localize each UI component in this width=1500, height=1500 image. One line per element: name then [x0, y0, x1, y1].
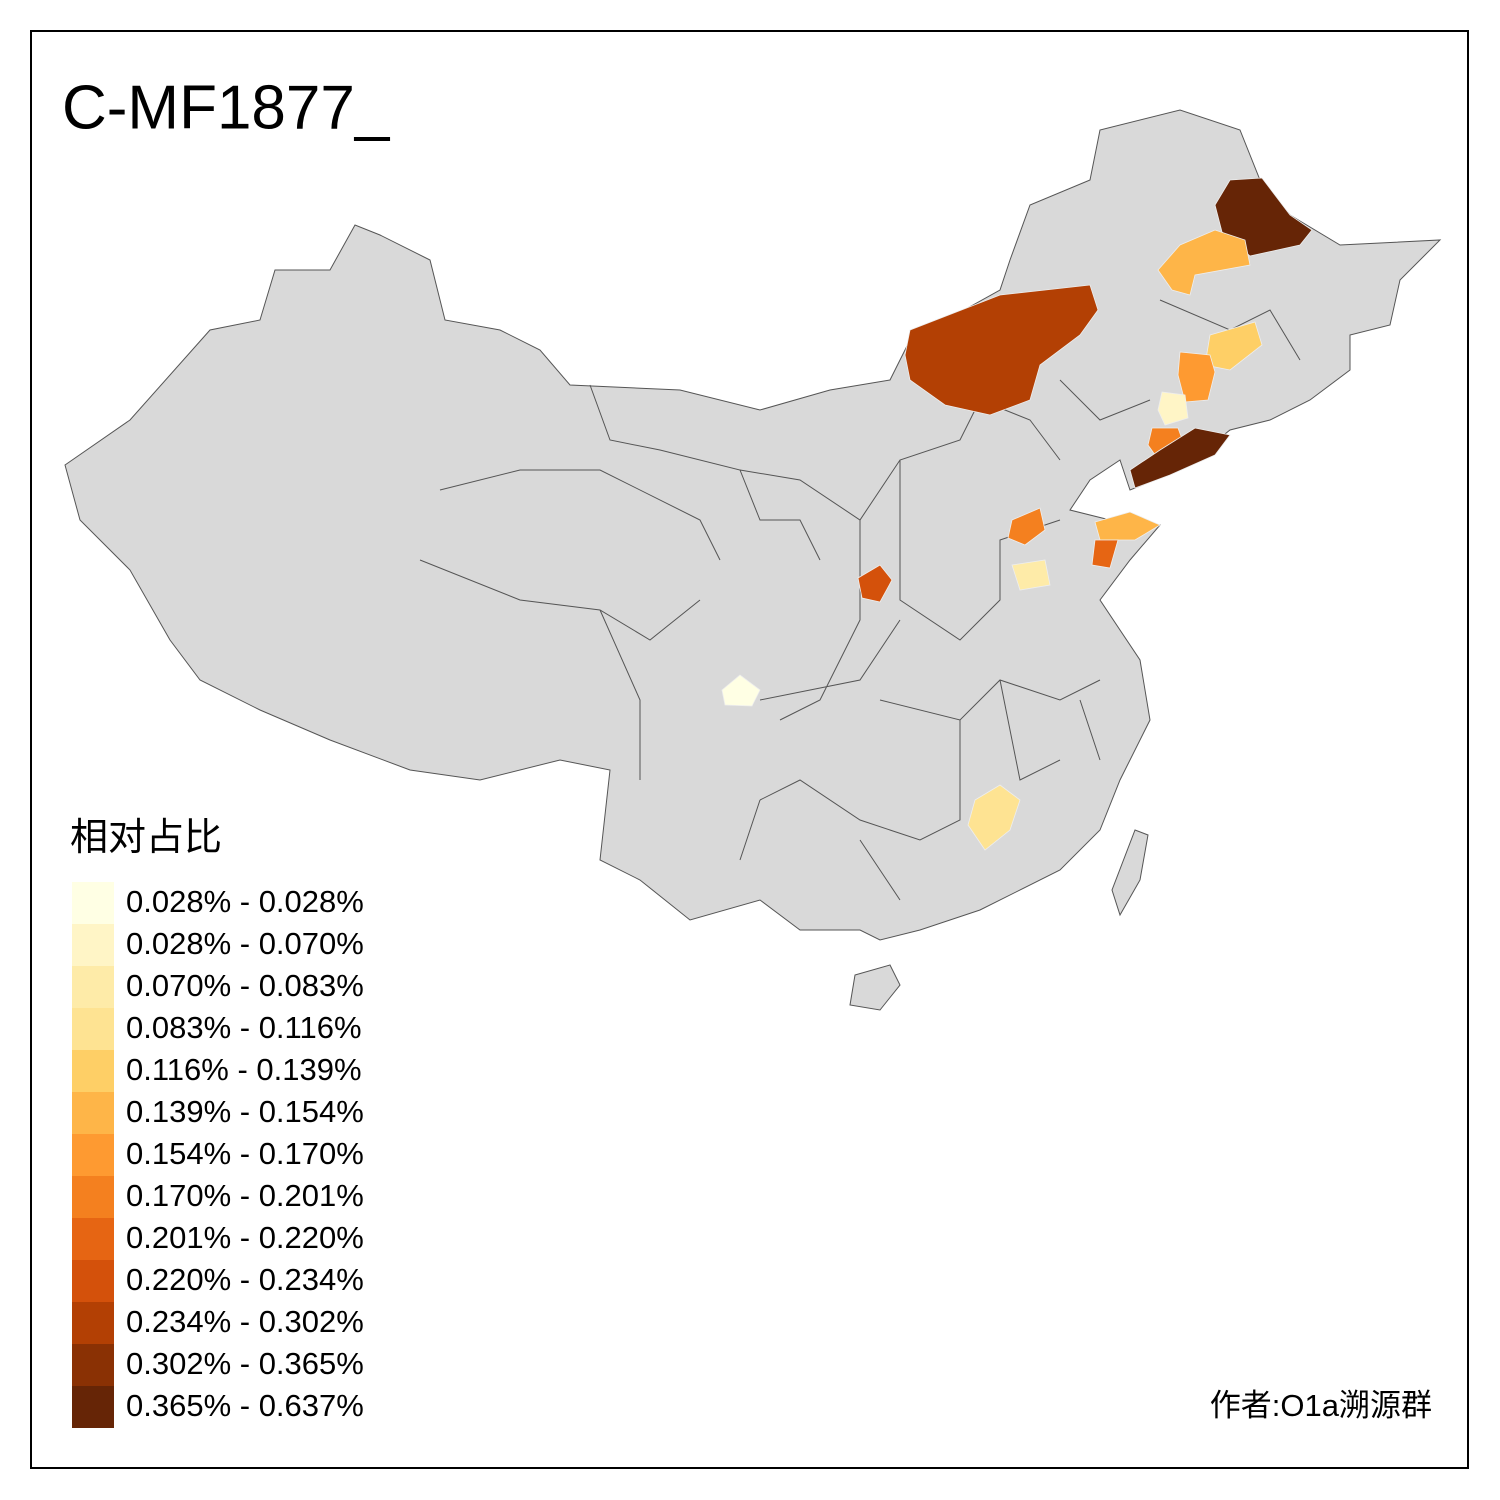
- legend-swatch: [72, 1344, 114, 1386]
- shaded-region: [1177, 351, 1216, 403]
- island-taiwan: [1111, 829, 1149, 917]
- legend-label: 0.302% - 0.365%: [126, 1346, 364, 1381]
- map-title: C-MF1877_: [62, 73, 391, 142]
- legend-swatch: [72, 1008, 114, 1050]
- legend-label: 0.170% - 0.201%: [126, 1178, 364, 1213]
- legend-swatch: [72, 924, 114, 966]
- legend-swatch: [72, 1218, 114, 1260]
- shaded-region: [721, 674, 761, 707]
- legend-label: 0.070% - 0.083%: [126, 968, 364, 1003]
- legend-label: 0.028% - 0.070%: [126, 926, 364, 961]
- shaded-region: [1007, 507, 1046, 546]
- legend-label: 0.234% - 0.302%: [126, 1304, 364, 1339]
- legend-swatch: [72, 1092, 114, 1134]
- legend-swatch: [72, 1386, 114, 1428]
- legend-label: 0.083% - 0.116%: [126, 1010, 362, 1045]
- legend-swatch: [72, 1134, 114, 1176]
- shaded-region: [967, 784, 1021, 851]
- shaded-region: [1011, 559, 1051, 591]
- legend-label: 0.028% - 0.028%: [126, 884, 364, 919]
- legend-label: 0.220% - 0.234%: [126, 1262, 364, 1297]
- island-hainan: [849, 964, 901, 1011]
- legend-swatch: [72, 1050, 114, 1092]
- legend-label: 0.154% - 0.170%: [126, 1136, 364, 1171]
- province-borders: [419, 299, 1301, 901]
- country-outline: [64, 109, 1442, 941]
- legend-swatch: [72, 1260, 114, 1302]
- legend-label: 0.201% - 0.220%: [126, 1220, 364, 1255]
- shaded-region: [904, 284, 1099, 416]
- legend-swatch: [72, 966, 114, 1008]
- shaded-region: [1091, 539, 1119, 569]
- legend-swatch: [72, 1302, 114, 1344]
- legend-swatch: [72, 882, 114, 924]
- shaded-region: [1094, 511, 1161, 541]
- author-credit: 作者:O1a溯源群: [1210, 1388, 1432, 1423]
- legend-label: 0.116% - 0.139%: [126, 1052, 362, 1087]
- shaded-region: [1214, 177, 1313, 257]
- shaded-region: [1157, 229, 1251, 296]
- legend-label: 0.365% - 0.637%: [126, 1388, 364, 1423]
- legend-title: 相对占比: [70, 817, 222, 859]
- legend-swatch: [72, 1176, 114, 1218]
- shaded-region: [1129, 427, 1231, 489]
- shaded-region: [1157, 391, 1189, 426]
- shaded-region: [857, 564, 893, 603]
- legend-label: 0.139% - 0.154%: [126, 1094, 364, 1129]
